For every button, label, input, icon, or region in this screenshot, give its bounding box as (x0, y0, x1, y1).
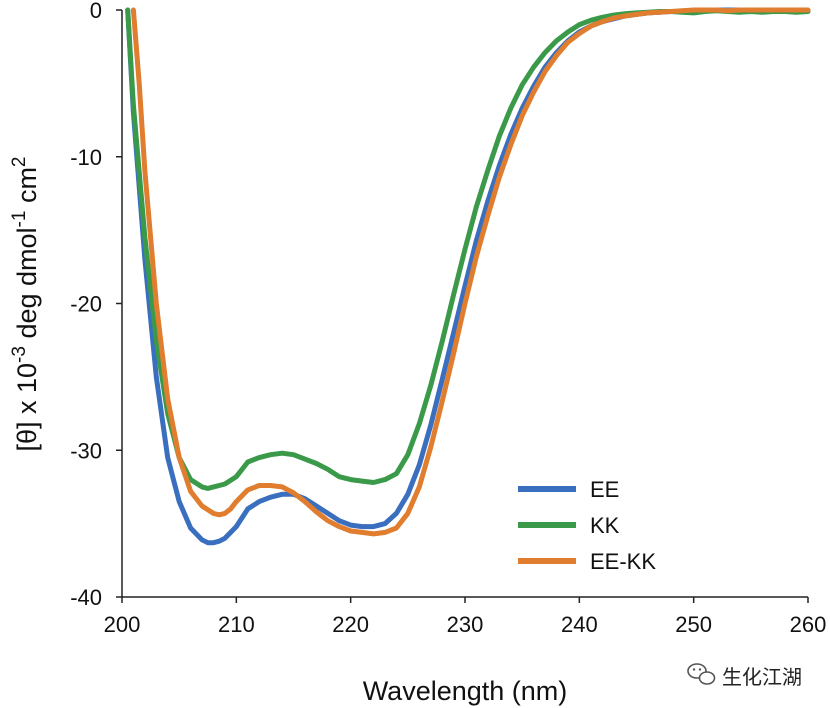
y-axis-title: [θ] x 10-3 deg dmol-1 cm2 (9, 156, 42, 451)
legend-label-kk: KK (590, 513, 620, 538)
x-tick-label-250: 250 (675, 612, 712, 637)
y-axis-title-prefix: [θ] x 10 (12, 363, 42, 452)
wechat-icon (687, 663, 716, 685)
y-tick-label--10: -10 (70, 145, 102, 170)
series-line-ee-kk (130, 7, 811, 537)
y-tick-label--40: -40 (70, 585, 102, 610)
y-tick-label--30: -30 (70, 438, 102, 463)
y-axis-title-sup2: -1 (9, 211, 30, 228)
y-tick-label--20: -20 (70, 292, 102, 317)
y-axis-title-suffix: cm (12, 167, 42, 211)
y-tick-label-0: 0 (90, 0, 102, 23)
y-axis-title-sup3: 2 (9, 156, 30, 167)
x-tick-label-200: 200 (104, 612, 141, 637)
series-layer (125, 7, 811, 546)
legend: EE KK EE-KK (518, 477, 656, 574)
x-axis-title: Wavelength (nm) (363, 676, 568, 706)
y-axis-title-middle: deg dmol (12, 227, 42, 346)
series-line-ee (125, 7, 811, 546)
legend-label-ee-kk: EE-KK (590, 549, 656, 574)
x-tick-label-260: 260 (790, 612, 827, 637)
legend-label-ee: EE (590, 477, 619, 502)
series-line-kk (125, 7, 811, 491)
x-tick-label-210: 210 (218, 612, 255, 637)
ticks-layer: 200 210 220 230 240 250 260 0 -10 -20 -30 -40 (70, 0, 826, 637)
watermark-text: 生化江湖 (722, 666, 802, 689)
y-axis-title-sup1: -3 (9, 346, 30, 363)
x-tick-label-220: 220 (332, 612, 369, 637)
x-tick-label-230: 230 (447, 612, 484, 637)
watermark: 生化江湖 (687, 663, 802, 689)
x-tick-label-240: 240 (561, 612, 598, 637)
